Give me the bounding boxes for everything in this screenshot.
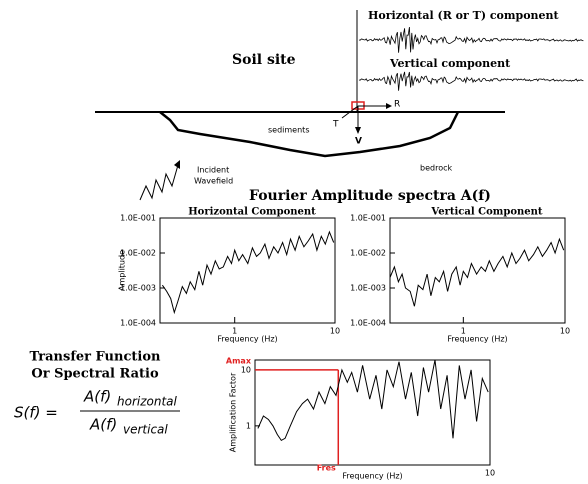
y-tick-label: 1 [246, 421, 251, 430]
y-tick-label: 1.0E-001 [120, 214, 156, 223]
vertical-trace-label: Vertical component [389, 57, 511, 70]
y-tick-label: 1.0E-001 [350, 214, 386, 223]
y-tick-label: 1.0E-002 [120, 249, 156, 258]
y-axis-label: Amplification Factor [229, 372, 238, 452]
spectra-title: Fourier Amplitude spectra A(f) [249, 188, 491, 204]
formula-lhs: S(f) = [14, 404, 58, 422]
spectrum-line [389, 237, 565, 307]
x-tick-label: 10 [330, 327, 340, 336]
y-tick-label: 1.0E-003 [120, 284, 156, 293]
horizontal-trace-label: Horizontal (R or T) component [368, 9, 560, 22]
x-axis-label: Frequency (Hz) [217, 335, 277, 344]
bedrock-label: bedrock [420, 164, 452, 173]
formula-numerator: A(f) [83, 388, 111, 406]
wavefield-arrowhead [174, 160, 180, 169]
incident-label: Incident [197, 166, 229, 175]
chart-title: Horizontal Component [188, 207, 316, 218]
y-tick-label: 1.0E-003 [350, 284, 386, 293]
x-tick-label: 1 [461, 327, 466, 336]
formula-numerator-sub: horizontal [117, 395, 178, 409]
r-arrowhead [386, 103, 392, 109]
spectrum-line [161, 230, 335, 315]
v-label: V [355, 137, 362, 147]
t-label: T [332, 120, 339, 130]
x-tick-label: 1 [232, 327, 237, 336]
t-arrow [341, 105, 359, 119]
soil-site-label: Soil site [232, 52, 296, 68]
spectrum-line [257, 359, 489, 442]
amax-label: Amax [226, 357, 252, 366]
basin-outline [159, 111, 460, 158]
horizontal-trace [358, 26, 584, 53]
r-label: R [394, 100, 400, 110]
sediments-label: sediments [268, 126, 309, 135]
y-tick-label: 1.0E-004 [350, 319, 386, 328]
chart-title: Vertical Component [430, 207, 543, 218]
plot-frame [254, 359, 491, 466]
fres-label: Fres [317, 464, 336, 473]
x-tick-label: 10 [485, 469, 495, 478]
x-axis-label: Frequency (Hz) [447, 335, 507, 344]
y-tick-label: 10 [241, 365, 251, 374]
wavefield-arrow [139, 164, 179, 201]
y-tick-label: 1.0E-002 [350, 249, 386, 258]
transfer-subtitle: Or Spectral Ratio [31, 367, 159, 382]
plot-frame [389, 217, 566, 324]
x-axis-label: Frequency (Hz) [342, 472, 402, 481]
vertical-trace [358, 71, 584, 91]
x-tick-label: 10 [560, 327, 570, 336]
y-axis-label: Amplitude [118, 250, 127, 291]
formula-denominator: A(f) [89, 416, 117, 434]
plot-frame [159, 217, 336, 324]
y-tick-label: 1.0E-004 [120, 319, 156, 328]
wavefield-label: Wavefield [194, 177, 233, 186]
v-arrowhead [355, 127, 361, 134]
transfer-title: Transfer Function [30, 350, 161, 365]
formula-denominator-sub: vertical [123, 423, 168, 437]
